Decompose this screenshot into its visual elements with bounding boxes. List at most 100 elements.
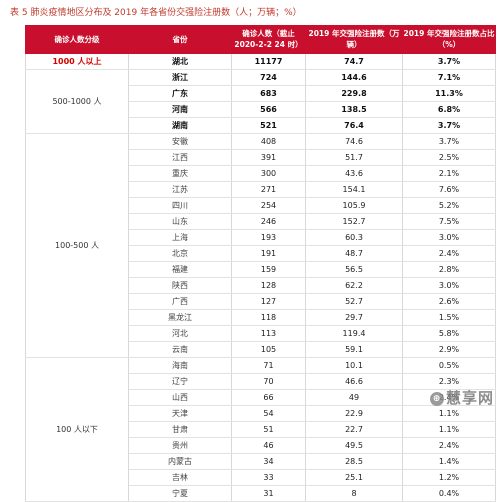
province-cell: 河南 [128, 101, 232, 118]
registrations-cell: 154.1 [305, 181, 403, 198]
share-cell: 2.9% [402, 341, 496, 358]
cases-cell: 246 [231, 213, 306, 230]
cases-cell: 33 [231, 469, 306, 486]
cases-cell: 521 [231, 117, 306, 134]
table-title: 表 5 肺炎疫情地区分布及 2019 年各省份交强险注册数（人；万辆；%） [10, 8, 302, 18]
registrations-cell: 8 [305, 485, 403, 502]
share-cell: 5.8% [402, 325, 496, 342]
share-cell: 0.5% [402, 357, 496, 374]
registrations-cell: 46.6 [305, 373, 403, 390]
registrations-cell: 60.3 [305, 229, 403, 246]
registrations-cell: 62.2 [305, 277, 403, 294]
registrations-cell: 229.8 [305, 85, 403, 102]
province-cell: 黑龙江 [128, 309, 232, 326]
share-cell: 2.6% [402, 293, 496, 310]
table-body: 1000 人以上 湖北 11177 74.7 3.7% 500-1000 人浙江 724 14… [25, 53, 496, 502]
cases-cell: 34 [231, 453, 306, 470]
province-cell: 浙江 [128, 69, 232, 86]
share-cell: 3.7% [402, 133, 496, 150]
province-cell: 河北 [128, 325, 232, 342]
province-cell: 重庆 [128, 165, 232, 182]
share-cell: 7.6% [402, 181, 496, 198]
registrations-cell: 105.9 [305, 197, 403, 214]
cases-cell: 127 [231, 293, 306, 310]
registrations-cell: 49 [305, 389, 403, 406]
province-cell: 甘肃 [128, 421, 232, 438]
header-case-level: 确诊人数分级 [25, 25, 129, 54]
site-watermark: ⊕ 慧享网 [429, 387, 494, 408]
share-cell: 2.1% [402, 165, 496, 182]
registrations-cell: 152.7 [305, 213, 403, 230]
share-cell: 1.5% [402, 309, 496, 326]
registrations-cell: 43.6 [305, 165, 403, 182]
province-cell: 广西 [128, 293, 232, 310]
share-cell: 1.4% [402, 453, 496, 470]
registrations-cell: 52.7 [305, 293, 403, 310]
registrations-cell: 51.7 [305, 149, 403, 166]
cases-cell: 191 [231, 245, 306, 262]
share-cell: 3.7% [402, 117, 496, 134]
province-cell: 内蒙古 [128, 453, 232, 470]
table-row: 100-500 人安徽 408 74.6 3.7% [25, 133, 496, 358]
header-share: 2019 年交强险注册数占比（%） [402, 25, 496, 54]
share-cell: 1.1% [402, 421, 496, 438]
province-cell: 宁夏 [128, 485, 232, 502]
cases-cell: 391 [231, 149, 306, 166]
share-cell: 2.4% [402, 437, 496, 454]
province-cell: 湖北 [128, 53, 232, 70]
watermark-text: 慧享网 [445, 389, 494, 407]
province-cell: 湖南 [128, 117, 232, 134]
province-cell: 贵州 [128, 437, 232, 454]
registrations-cell: 49.5 [305, 437, 403, 454]
share-cell: 0.4% [402, 485, 496, 502]
province-cell: 安徽 [128, 133, 232, 150]
cases-cell: 71 [231, 357, 306, 374]
registrations-cell: 22.7 [305, 421, 403, 438]
province-cell: 江西 [128, 149, 232, 166]
cases-cell: 11177 [231, 53, 306, 70]
registrations-cell: 138.5 [305, 101, 403, 118]
registrations-cell: 48.7 [305, 245, 403, 262]
cases-cell: 566 [231, 101, 306, 118]
cases-registration-table: 确诊人数分级 省份 确诊人数（截止 2020-2-2 24 时） 2019 年交… [25, 25, 496, 502]
share-cell: 7.1% [402, 69, 496, 86]
cases-cell: 254 [231, 197, 306, 214]
table-row: 北京 191 48.7 2.4% [26, 245, 496, 262]
table-row: 云南 105 59.1 2.9% [26, 341, 496, 358]
cases-cell: 300 [231, 165, 306, 182]
share-cell: 3.0% [402, 277, 496, 294]
share-cell: 1.2% [402, 469, 496, 486]
province-cell: 陕西 [128, 277, 232, 294]
table-row: 陕西 128 62.2 3.0% [26, 277, 496, 294]
share-cell: 2.4% [402, 245, 496, 262]
cases-cell: 159 [231, 261, 306, 278]
cases-cell: 271 [231, 181, 306, 198]
registrations-cell: 74.7 [305, 53, 403, 70]
share-cell: 11.3% [402, 85, 496, 102]
cases-cell: 66 [231, 389, 306, 406]
cases-cell: 70 [231, 373, 306, 390]
share-cell: 5.2% [402, 197, 496, 214]
table-row: 100 人以下 海南 71 10.1 0.5% [25, 357, 496, 502]
share-cell: 2.8% [402, 261, 496, 278]
registrations-cell: 119.4 [305, 325, 403, 342]
registrations-cell: 25.1 [305, 469, 403, 486]
header-registrations: 2019 年交强险注册数（万辆） [305, 25, 403, 54]
table-row: 江苏 271 154.1 7.6% [26, 181, 496, 198]
table-row: 湖南 521 76.4 3.7% [26, 117, 496, 134]
case-level-group: 500-1000 人 [25, 69, 129, 134]
table-row: 山东 246 152.7 7.5% [26, 213, 496, 230]
table-row: 四川 254 105.9 5.2% [26, 197, 496, 214]
province-cell: 吉林 [128, 469, 232, 486]
registrations-cell: 56.5 [305, 261, 403, 278]
share-cell: 6.8% [402, 101, 496, 118]
cases-cell: 118 [231, 309, 306, 326]
table-row: 广东 683 229.8 11.3% [26, 85, 496, 102]
province-cell: 江苏 [128, 181, 232, 198]
share-cell: 7.5% [402, 213, 496, 230]
province-cell: 上海 [128, 229, 232, 246]
case-level-group: 1000 人以上 [25, 53, 129, 70]
province-cell: 广东 [128, 85, 232, 102]
table-row: 黑龙江 118 29.7 1.5% [26, 309, 496, 326]
cases-cell: 724 [231, 69, 306, 86]
